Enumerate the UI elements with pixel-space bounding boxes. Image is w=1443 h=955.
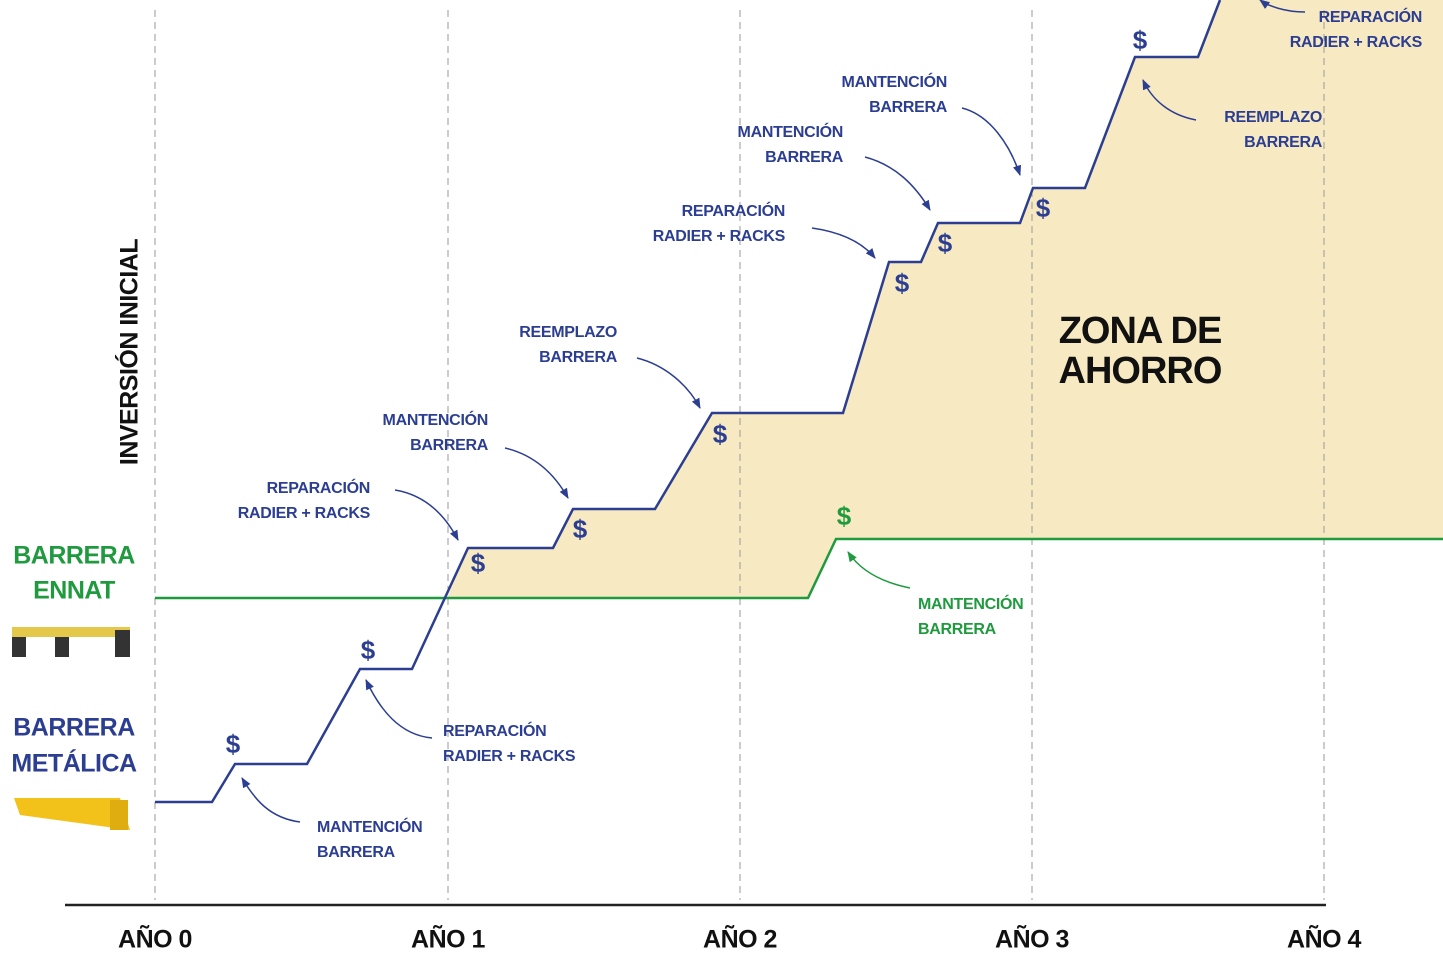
cost-symbol: $: [573, 514, 588, 544]
annotation: REPARACIÓN RADIER + RACKS $: [653, 201, 910, 298]
metal-barrier-icon: [14, 798, 130, 830]
legend-label: BARRERA: [13, 542, 135, 570]
cost-symbol: $: [837, 501, 852, 531]
annotation: REPARACIÓN RADIER + RACKS: [1259, 0, 1423, 51]
legend-label: METÁLICA: [11, 749, 137, 778]
annotation-label: RADIER + RACKS: [443, 748, 576, 765]
year-label: AÑO 0: [118, 924, 192, 954]
annotation: MANTENCIÓN BARRERA $: [226, 729, 423, 861]
annotation-label: REPARACIÓN: [682, 201, 785, 220]
annotation: MANTENCIÓN BARRERA $: [738, 122, 953, 258]
annotation-label: MANTENCIÓN: [383, 410, 488, 429]
annotation-arrow: [847, 551, 911, 589]
cost-symbol: $: [895, 268, 910, 298]
annotation-label: REPARACIÓN: [267, 478, 370, 497]
year-label: AÑO 3: [995, 924, 1069, 954]
cost-symbol: $: [938, 228, 953, 258]
annotation: REEMPLAZO BARRERA $: [1133, 25, 1323, 151]
zone-label: ZONA DE: [1059, 310, 1222, 352]
zone-label: AHORRO: [1059, 350, 1222, 392]
year-label: AÑO 1: [411, 924, 486, 954]
annotation-arrow: [1142, 79, 1197, 121]
annotation-label: BARRERA: [869, 99, 948, 116]
annotation-arrow: [864, 156, 931, 211]
metal-cost-line: [155, 0, 1222, 804]
cost-symbol: $: [713, 419, 728, 449]
annotation-label: REPARACIÓN: [1319, 7, 1422, 26]
annotation-label: REEMPLAZO: [1224, 109, 1322, 126]
annotation: MANTENCIÓN BARRERA $: [837, 501, 1024, 638]
legend-label: ENNAT: [33, 577, 115, 605]
annotation: MANTENCIÓN BARRERA $: [842, 72, 1051, 223]
annotation-arrow: [961, 107, 1021, 176]
annotation-arrow: [241, 777, 301, 823]
annotation-label: BARRERA: [539, 349, 618, 366]
annotation-label: BARRERA: [918, 621, 997, 638]
annotation-label: MANTENCIÓN: [738, 122, 843, 141]
ennat-cost-line: [155, 537, 1443, 600]
annotation: REPARACIÓN RADIER + RACKS $: [238, 478, 486, 578]
year-label: AÑO 4: [1287, 924, 1362, 954]
annotation-label: MANTENCIÓN: [842, 72, 947, 91]
annotation-arrow: [1259, 0, 1306, 13]
annotation-label: RADIER + RACKS: [238, 505, 371, 522]
year-label: AÑO 2: [703, 924, 777, 954]
annotation-arrow: [394, 489, 459, 541]
cost-symbol: $: [361, 635, 376, 665]
annotation: MANTENCIÓN BARRERA $: [383, 410, 588, 544]
annotation-arrow: [365, 679, 433, 739]
savings-zone: [447, 0, 1443, 598]
annotation-label: BARRERA: [765, 149, 844, 166]
cost-symbol: $: [1133, 25, 1148, 55]
annotation-arrow: [811, 227, 876, 259]
annotation-label: REEMPLAZO: [519, 324, 617, 341]
legend-label: BARRERA: [13, 714, 135, 742]
annotation-label: MANTENCIÓN: [317, 817, 422, 836]
annotation-label: RADIER + RACKS: [653, 228, 786, 245]
annotation-label: BARRERA: [1244, 134, 1323, 151]
cost-symbol: $: [226, 729, 241, 759]
cost-symbol: $: [1036, 193, 1051, 223]
annotation-arrow: [636, 357, 701, 409]
cost-symbol: $: [471, 548, 486, 578]
annotation-label: MANTENCIÓN: [918, 594, 1023, 613]
ennat-barrier-icon: [12, 627, 130, 657]
annotation-label: BARRERA: [317, 844, 396, 861]
annotation: REEMPLAZO BARRERA $: [519, 324, 728, 449]
annotation-label: REPARACIÓN: [443, 721, 546, 740]
year-gridlines: [154, 10, 1325, 900]
annotation-arrow: [504, 447, 569, 499]
annotation: REPARACIÓN RADIER + RACKS $: [361, 635, 576, 765]
annotation-label: RADIER + RACKS: [1290, 34, 1423, 51]
annotation-label: BARRERA: [410, 437, 489, 454]
initial-investment-label: INVERSIÓN INICIAL: [114, 239, 144, 465]
